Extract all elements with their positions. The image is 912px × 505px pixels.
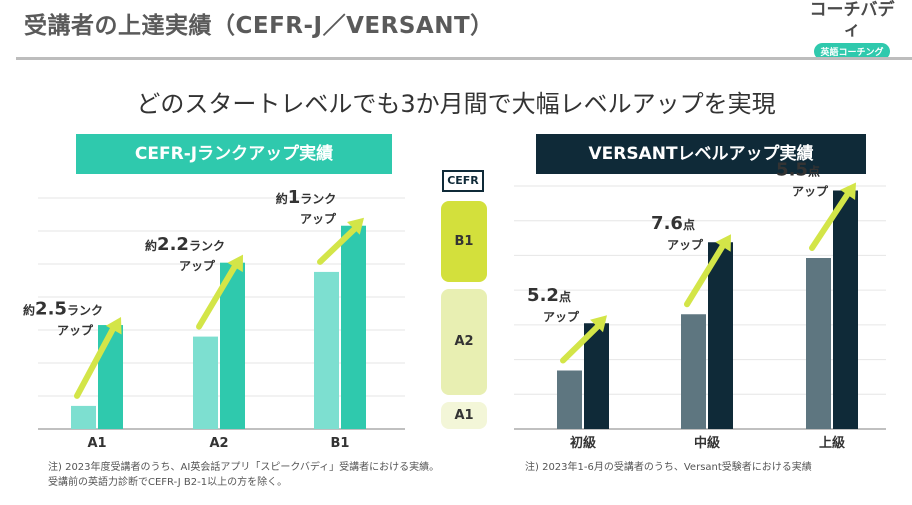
annotation-prefix: 約 [145, 238, 157, 253]
versant-annotation-line2: アップ [667, 237, 704, 252]
cefr-annotation-line1: 約2.2ランク [145, 234, 225, 255]
cefr-bar-after [98, 325, 123, 429]
cefr-category-label: A1 [87, 436, 106, 451]
legend-level-a2: A2 [441, 289, 487, 395]
cefr-annotation-line1: 約2.5ランク [23, 299, 103, 320]
versant-category-label: 上級 [819, 435, 845, 451]
versant-annotation-line1: 5.2点 [527, 285, 571, 306]
annotation-value: 1 [288, 187, 301, 208]
cefr-bar-after [341, 225, 366, 429]
cefr-bar-before [71, 405, 96, 429]
annotation-suffix: 点 [808, 163, 820, 178]
versant-annotation-line1: 7.6点 [651, 213, 695, 234]
versant-growth-arrowhead [840, 182, 856, 200]
cefr-category-label: A2 [209, 436, 228, 451]
cefr-legend-title: CEFR [442, 170, 484, 192]
legend-level-b1: B1 [441, 201, 487, 282]
annotation-value: 5.2 [527, 285, 559, 306]
versant-growth-arrow [684, 239, 728, 308]
versant-bar-before [806, 258, 831, 429]
versant-annotation-line1: 5.5点 [776, 159, 820, 180]
cefr-annotation-line2: アップ [179, 258, 216, 273]
annotation-prefix: 約 [276, 191, 288, 206]
annotation-value: 7.6 [651, 213, 683, 234]
versant-bar-after [833, 190, 858, 429]
versant-growth-arrow [560, 320, 604, 364]
versant-bar-after [584, 323, 609, 429]
versant-bar-before [681, 314, 706, 429]
cefr-bar-before [314, 271, 339, 429]
cefr-chart-title: CEFR-Jランクアップ実績 [76, 134, 392, 174]
legend-level-a1: A1 [441, 402, 487, 429]
title-divider [16, 57, 912, 60]
versant-bar-after [708, 242, 733, 429]
annotation-value: 2.5 [35, 299, 67, 320]
cefr-annotation-line1: 約1ランク [276, 187, 337, 208]
versant-footnote: 注) 2023年1-6月の受講者のうち、Versant受験者における実績 [525, 462, 812, 473]
headline: どのスタートレベルでも3か月間で大幅レベルアップを実現 [136, 90, 776, 118]
brand-logo: コーチバディ 英語コーチング [802, 0, 902, 60]
annotation-suffix: ランク [300, 192, 336, 206]
annotation-suffix: 点 [683, 217, 695, 232]
annotation-value: 2.2 [157, 234, 189, 255]
cefr-annotation-line2: アップ [300, 211, 337, 226]
annotation-value: 5.5 [776, 159, 808, 180]
cefr-growth-arrow [196, 259, 240, 330]
page-title: 受講者の上達実績（CEFR-J／VERSANT） [24, 13, 494, 39]
versant-category-label: 初級 [570, 435, 596, 451]
logo-tagline: 英語コーチング [814, 43, 890, 60]
versant-bar-before [557, 370, 582, 429]
annotation-prefix: 約 [23, 303, 35, 318]
cefr-footnote: 注) 2023年度受講者のうち、AI英会話アプリ「スピークバディ」受講者における… [48, 462, 440, 488]
cefr-growth-arrowhead [227, 254, 243, 273]
versant-chart-title: VERSANTレベルアップ実績 [536, 134, 866, 174]
versant-annotation-line2: アップ [792, 183, 829, 198]
cefr-growth-arrow [74, 322, 118, 399]
versant-growth-arrowhead [590, 315, 607, 333]
versant-growth-arrow [809, 187, 853, 251]
logo-name: コーチバディ [809, 0, 895, 40]
versant-annotation-line2: アップ [543, 309, 580, 324]
cefr-bar-before [193, 336, 218, 429]
cefr-category-label: B1 [331, 436, 350, 451]
cefr-annotation-line2: アップ [57, 323, 94, 338]
annotation-suffix: 点 [559, 289, 571, 304]
versant-category-label: 中級 [694, 435, 720, 451]
annotation-suffix: ランク [67, 304, 103, 318]
cefr-growth-arrow [317, 222, 361, 265]
versant-growth-arrowhead [715, 234, 731, 252]
annotation-suffix: ランク [189, 239, 225, 253]
cefr-bar-after [220, 262, 245, 429]
cefr-growth-arrowhead [347, 217, 364, 235]
cefr-growth-arrowhead [105, 317, 122, 335]
